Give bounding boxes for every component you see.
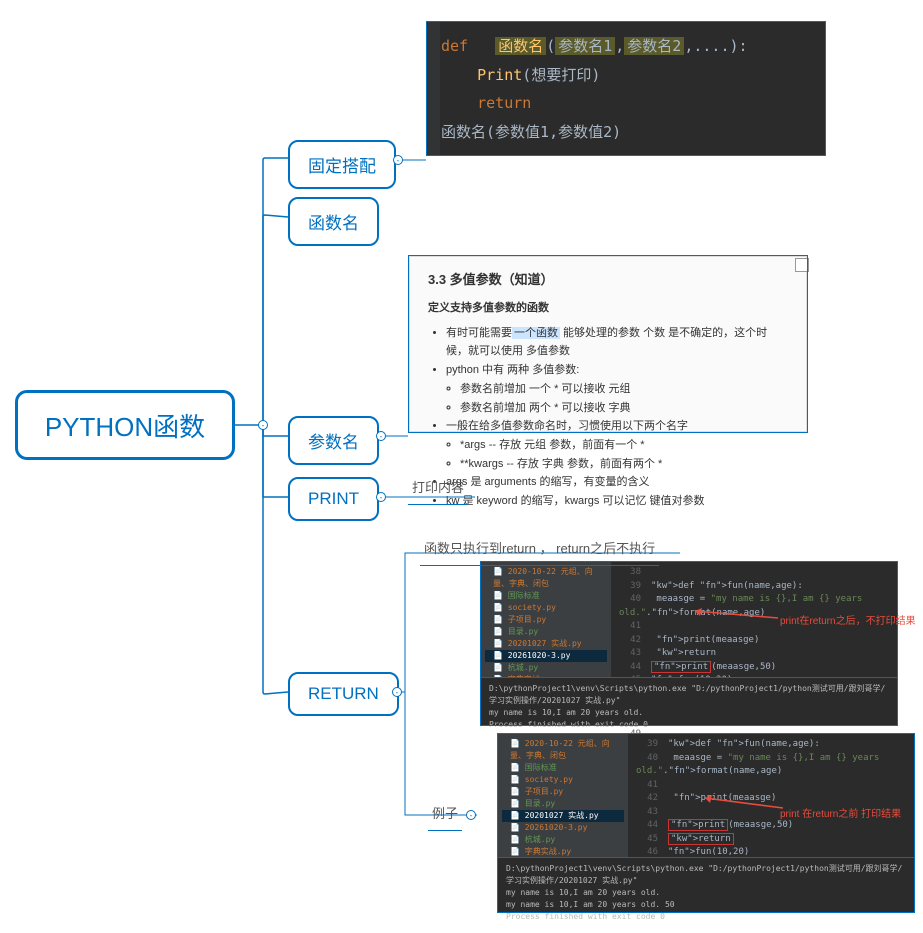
fold-icon[interactable]: - bbox=[376, 492, 386, 502]
print-note: 打印内容 bbox=[408, 477, 468, 505]
fold-icon[interactable]: - bbox=[466, 810, 476, 820]
red-annotation-2: print 在return之前 打印结果 bbox=[780, 805, 901, 820]
attachment-code bbox=[426, 21, 826, 156]
example-label: 例子 bbox=[428, 803, 462, 831]
fold-icon[interactable]: - bbox=[393, 155, 403, 165]
red-annotation-1: print在return之后，不打印结果 bbox=[780, 612, 916, 627]
attachment-ide2 bbox=[497, 733, 915, 913]
return-note: 函数只执行到return ， return之后不执行 bbox=[420, 538, 659, 566]
fold-icon[interactable]: - bbox=[392, 687, 402, 697]
node-funcname[interactable]: 函数名 bbox=[288, 197, 379, 246]
node-fixed[interactable]: 固定搭配 bbox=[288, 140, 396, 189]
node-print[interactable]: PRINT bbox=[288, 477, 379, 521]
root-node: PYTHON函数 bbox=[15, 390, 235, 460]
node-param[interactable]: 参数名 bbox=[288, 416, 379, 465]
attachment-ide1 bbox=[480, 561, 898, 726]
fold-icon[interactable]: - bbox=[376, 431, 386, 441]
attachment-doc bbox=[408, 255, 808, 433]
node-return[interactable]: RETURN bbox=[288, 672, 399, 716]
fold-icon[interactable]: - bbox=[258, 420, 268, 430]
